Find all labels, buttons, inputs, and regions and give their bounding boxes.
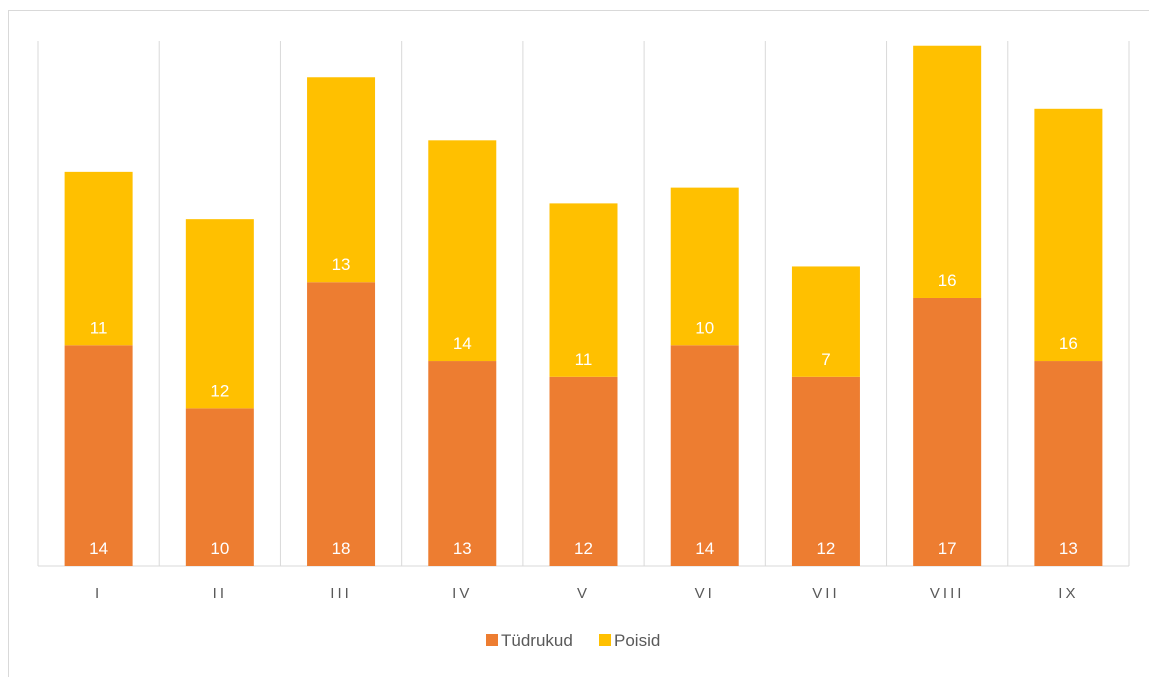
data-label: 16 xyxy=(1059,334,1078,353)
bar-tudrukud xyxy=(185,408,254,566)
category-label: IX xyxy=(1058,585,1078,602)
legend-swatch-poisid xyxy=(599,634,611,646)
category-label: III xyxy=(330,585,352,602)
data-label: 12 xyxy=(816,539,835,558)
data-label: 16 xyxy=(938,271,957,290)
bar-poisid xyxy=(307,77,376,283)
data-label: 13 xyxy=(332,255,351,274)
category-label: VI xyxy=(695,585,715,602)
data-label: 14 xyxy=(453,334,472,353)
category-label: VII xyxy=(812,585,839,602)
legend-swatch-tudrukud xyxy=(486,634,498,646)
bar-tudrukud xyxy=(549,376,618,566)
bar-poisid xyxy=(670,187,739,346)
legend-label: Poisid xyxy=(614,631,660,650)
bar-tudrukud xyxy=(791,376,860,566)
data-label: 14 xyxy=(89,539,108,558)
data-label: 18 xyxy=(332,539,351,558)
bar-tudrukud xyxy=(670,345,739,566)
bar-poisid xyxy=(428,140,497,362)
data-label: 14 xyxy=(695,539,714,558)
data-label: 13 xyxy=(453,539,472,558)
data-label: 10 xyxy=(210,539,229,558)
data-label: 12 xyxy=(210,381,229,400)
category-label: I xyxy=(95,585,102,602)
bar-tudrukud xyxy=(1034,361,1103,566)
data-label: 12 xyxy=(574,539,593,558)
stacked-bar-chart: 14 11 I 10 12 II 18 13 III 13 14 IV 12 11 V 14 10 VI 12 7 VI… xyxy=(37,41,1130,650)
bar-poisid xyxy=(791,266,860,377)
bar-poisid xyxy=(64,171,133,346)
data-label: 10 xyxy=(695,318,714,337)
category-label: V xyxy=(577,585,590,602)
category-label: VIII xyxy=(930,585,965,602)
bar-tudrukud xyxy=(428,361,497,566)
chart-frame: 14 11 I 10 12 II 18 13 III 13 14 IV 12 11 V 14 10 VI 12 7 VI… xyxy=(8,10,1149,677)
category-label: IV xyxy=(452,585,472,602)
data-label: 17 xyxy=(938,539,957,558)
bar-poisid xyxy=(185,219,254,409)
data-label: 7 xyxy=(821,350,830,369)
bar-tudrukud xyxy=(307,282,376,566)
data-label: 11 xyxy=(575,350,593,369)
category-label: II xyxy=(213,585,227,602)
bar-poisid xyxy=(913,45,982,298)
data-label: 13 xyxy=(1059,539,1078,558)
legend-label: Tüdrukud xyxy=(501,631,573,650)
bar-tudrukud xyxy=(913,297,982,566)
bar-tudrukud xyxy=(64,345,133,566)
bar-poisid xyxy=(1034,108,1103,362)
data-label: 11 xyxy=(90,318,108,337)
bar-poisid xyxy=(549,203,618,377)
